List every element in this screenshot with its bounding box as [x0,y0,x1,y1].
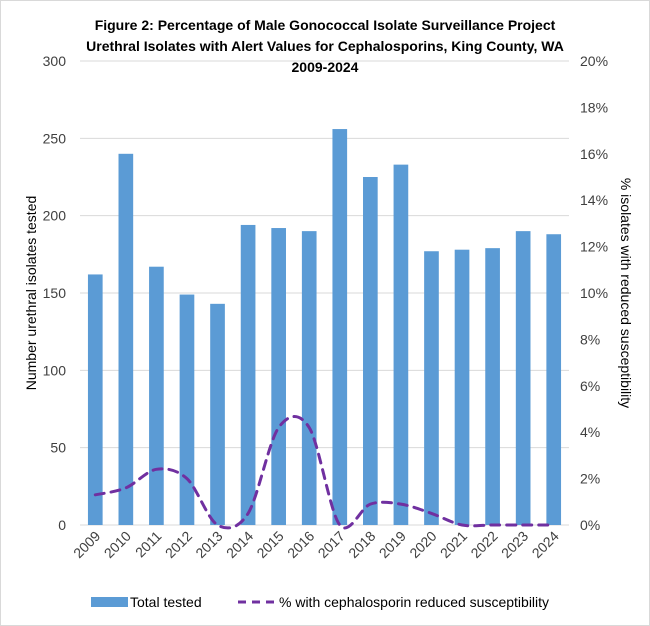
x-tick-label: 2023 [498,528,531,561]
y2-tick-label: 0% [580,517,600,533]
legend-swatch-total-tested [91,597,128,607]
x-tick-label: 2011 [132,528,165,561]
chart-title-line-3: 2009-2024 [292,59,359,75]
bar-2023 [515,231,531,525]
x-tick-label: 2013 [192,528,225,561]
x-tick-label: 2021 [437,528,470,561]
y-tick-label: 200 [43,208,67,224]
bar-2011 [149,266,164,525]
bar-2019 [393,164,409,526]
bar-2013 [210,303,225,525]
bar-2010 [118,153,134,526]
x-tick-label: 2017 [315,528,348,561]
y2-axis-title: % isolates with reduced susceptibility [618,178,634,408]
x-tick-label: 2020 [406,528,439,561]
y-axis-ticks: 0 50 100 150 200 250 300 [43,53,67,533]
bar-2020 [424,251,439,526]
bar-2017 [332,129,348,525]
y-tick-label: 0 [58,517,66,533]
x-tick-label: 2018 [345,528,378,561]
bar-2012 [179,294,195,525]
line-series [93,415,556,530]
y2-tick-label: 10% [580,285,608,301]
bar-2016 [301,231,317,525]
legend-label-total-tested: Total tested [130,594,202,610]
bar-2015 [271,228,286,526]
y-tick-label: 250 [43,130,67,146]
x-axis-ticks: 2009201020112012201320142015201620172018… [70,528,562,561]
bar-2021 [454,249,470,525]
x-tick-label: 2012 [162,528,195,561]
x-tick-label: 2016 [284,528,317,561]
y2-tick-label: 18% [580,99,608,115]
bar-2022 [485,248,500,525]
y-tick-label: 50 [50,440,66,456]
y2-tick-label: 2% [580,471,600,487]
y2-tick-label: 14% [580,192,608,208]
y-tick-label: 300 [43,53,67,69]
x-tick-label: 2014 [223,528,256,561]
bar-2018 [363,177,378,525]
y2-tick-label: 20% [580,53,608,69]
y2-tick-label: 8% [580,331,600,347]
y2-tick-label: 6% [580,378,600,394]
x-tick-label: 2009 [70,528,103,561]
chart-title: Figure 2: Percentage of Male Gonococcal … [86,17,564,75]
x-tick-label: 2022 [467,528,500,561]
legend: Total tested % with cephalosporin reduce… [91,594,549,610]
chart-title-line-2: Urethral Isolates with Alert Values for … [86,38,564,54]
y-tick-label: 100 [43,362,67,378]
bar-2014 [240,224,256,526]
x-tick-label: 2015 [253,528,286,561]
y2-tick-label: 12% [580,239,608,255]
bar-2024 [546,234,562,525]
legend-label-pct-line: % with cephalosporin reduced susceptibil… [279,594,549,610]
bar-2009 [87,274,103,525]
line-pct-reduced-susceptibility [93,415,556,530]
x-tick-label: 2019 [376,528,409,561]
y-tick-label: 150 [43,285,67,301]
chart-title-line-1: Figure 2: Percentage of Male Gonococcal … [95,17,556,33]
y2-tick-label: 16% [580,146,608,162]
bar-series [87,129,562,526]
x-tick-label: 2010 [101,528,134,561]
y-axis-title: Number urethral isolates tested [23,196,39,391]
y2-tick-label: 4% [580,424,600,440]
y2-axis-ticks: 0% 2% 4% 6% 8% 10% 12% 14% 16% 18% 20% [580,53,608,533]
x-tick-label: 2024 [528,528,561,561]
